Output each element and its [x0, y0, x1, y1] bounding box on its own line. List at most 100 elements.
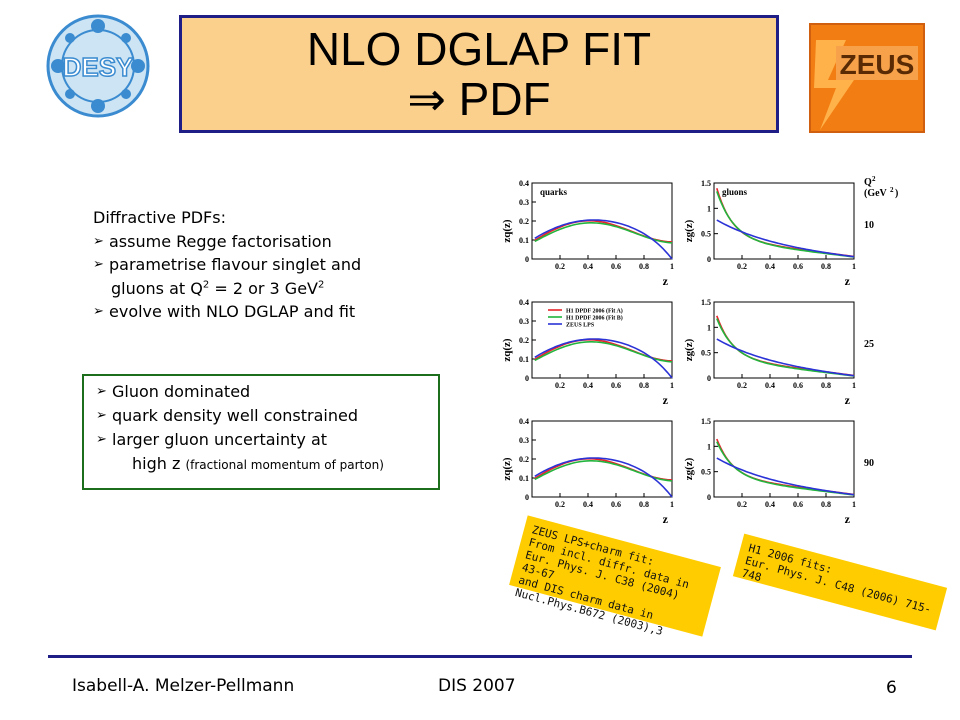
summary-item-uncertainty-cont: high z (fractional momentum of parton): [132, 454, 384, 473]
x-axis-label: z: [663, 512, 669, 526]
q2-unit: (GeV: [864, 188, 888, 199]
y-tick-label: 0: [525, 374, 529, 383]
series-zeus-curve: [716, 338, 855, 377]
footer-divider: [48, 655, 912, 658]
intro-item-evolve: evolve with NLO DGLAP and fit: [93, 300, 361, 324]
x-tick-label: 0.2: [555, 500, 565, 509]
intro-item-parametrise: parametrise flavour singlet and: [93, 253, 361, 277]
summary-item-quark: quark density well constrained: [96, 404, 438, 428]
x-tick-label: 0.8: [639, 262, 649, 271]
title-line1: NLO DGLAP FIT: [306, 23, 652, 75]
y-axis-label: zg(z): [683, 457, 695, 480]
x-tick-label: 0.2: [737, 381, 747, 390]
summary-box: Gluon dominated quark density well const…: [82, 374, 440, 490]
page-number: 6: [886, 678, 897, 698]
y-axis-label: zq(z): [501, 219, 513, 243]
y-tick-label: 0.1: [519, 236, 529, 245]
y-tick-label: 0.4: [519, 298, 529, 307]
zeus-logo: ZEUS: [809, 23, 925, 133]
x-tick-label: 0.6: [793, 500, 803, 509]
y-tick-label: 0.1: [519, 355, 529, 364]
y-tick-label: 0.2: [519, 217, 529, 226]
desy-logo: DESY: [46, 14, 150, 118]
series-fitB-curve: [534, 460, 673, 482]
x-tick-label: 0.4: [765, 500, 775, 509]
y-tick-label: 1.5: [701, 417, 711, 426]
y-tick-label: 0.2: [519, 336, 529, 345]
summary-item-gluon: Gluon dominated: [96, 380, 438, 404]
x-axis-label: z: [845, 512, 851, 526]
y-tick-label: 0: [707, 493, 711, 502]
x-tick-label: 0.2: [555, 262, 565, 271]
x-tick-label: 0.6: [793, 262, 803, 271]
x-tick-label: 0.4: [583, 500, 593, 509]
y-tick-label: 0.1: [519, 474, 529, 483]
x-axis-label: z: [845, 274, 851, 288]
y-tick-label: 0: [525, 493, 529, 502]
series-fitB-curve: [534, 222, 673, 244]
q2-unit-close: ): [895, 188, 898, 199]
x-tick-label: 0.6: [793, 381, 803, 390]
series-zeus-curve: [534, 457, 673, 498]
y-tick-label: 0.3: [519, 436, 529, 445]
x-tick-label: 0.4: [583, 262, 593, 271]
x-tick-label: 0.4: [583, 381, 593, 390]
x-tick-label: 0.2: [737, 262, 747, 271]
intro-item-regge: assume Regge factorisation: [93, 230, 361, 254]
zeus-logo-text: ZEUS: [840, 49, 915, 80]
x-tick-label: 0.8: [821, 262, 831, 271]
intro-text: Diffractive PDFs: assume Regge factorisa…: [93, 206, 361, 324]
y-axis-label: zg(z): [683, 219, 695, 242]
series-zeus-curve: [534, 219, 673, 260]
desy-logo-text: DESY: [63, 52, 134, 82]
x-axis-label: z: [845, 393, 851, 407]
y-axis-label: zq(z): [501, 457, 513, 481]
title-box: NLO DGLAP FIT ⇒ PDF: [179, 15, 779, 133]
y-axis-label: zq(z): [501, 338, 513, 362]
x-tick-label: 0.4: [765, 262, 775, 271]
panel-label-quarks: quarks: [540, 187, 568, 197]
x-tick-label: 1: [670, 381, 674, 390]
x-tick-label: 1: [852, 381, 856, 390]
h1-fit-note: H1 2006 fits: Eur. Phys. J. C48 (2006) 7…: [732, 533, 948, 631]
y-tick-label: 1: [707, 442, 711, 451]
y-tick-label: 0.3: [519, 198, 529, 207]
q2-unit-sup: 2: [890, 186, 894, 194]
y-tick-label: 1.5: [701, 298, 711, 307]
pdf-plot-grid: 0 0.1 0.2 0.3 0.4 0.2 0.4 0.6 0.8 1 zq(z) z quarks 0 0…: [501, 175, 898, 526]
x-tick-label: 0.2: [737, 500, 747, 509]
x-tick-label: 0.2: [555, 381, 565, 390]
x-tick-label: 0.8: [821, 500, 831, 509]
y-tick-label: 1: [707, 323, 711, 332]
x-tick-label: 0.4: [765, 381, 775, 390]
y-tick-label: 0: [707, 255, 711, 264]
q2-sup: 2: [872, 175, 876, 183]
series-fitB-curve: [534, 341, 673, 363]
x-tick-label: 0.8: [639, 500, 649, 509]
q2-value-label: 25: [864, 339, 874, 350]
x-tick-label: 1: [670, 500, 674, 509]
panel-label-gluons: gluons: [722, 187, 748, 197]
x-tick-label: 0.8: [639, 381, 649, 390]
intro-item-parametrise-cont: gluons at Q2 = 2 or 3 GeV2: [111, 278, 325, 298]
y-tick-label: 0.4: [519, 417, 529, 426]
y-tick-label: 0.5: [701, 468, 711, 477]
y-tick-label: 0.2: [519, 455, 529, 464]
y-tick-label: 0.5: [701, 349, 711, 358]
series-zeus-curve: [534, 338, 673, 379]
y-tick-label: 0.4: [519, 179, 529, 188]
x-tick-label: 1: [852, 262, 856, 271]
legend-entry: ZEUS LPS: [566, 323, 595, 329]
x-tick-label: 0.6: [611, 262, 621, 271]
y-tick-label: 1.5: [701, 179, 711, 188]
y-tick-label: 0: [525, 255, 529, 264]
footer-conference: DIS 2007: [438, 676, 516, 696]
q2-value-label: 90: [864, 458, 874, 469]
legend-entry: H1 DPDF 2006 (Fit A): [566, 308, 623, 315]
y-tick-label: 1: [707, 204, 711, 213]
series-zeus-curve: [716, 457, 855, 496]
x-tick-label: 0.6: [611, 500, 621, 509]
y-tick-label: 0.5: [701, 230, 711, 239]
x-tick-label: 1: [852, 500, 856, 509]
x-tick-label: 0.6: [611, 381, 621, 390]
